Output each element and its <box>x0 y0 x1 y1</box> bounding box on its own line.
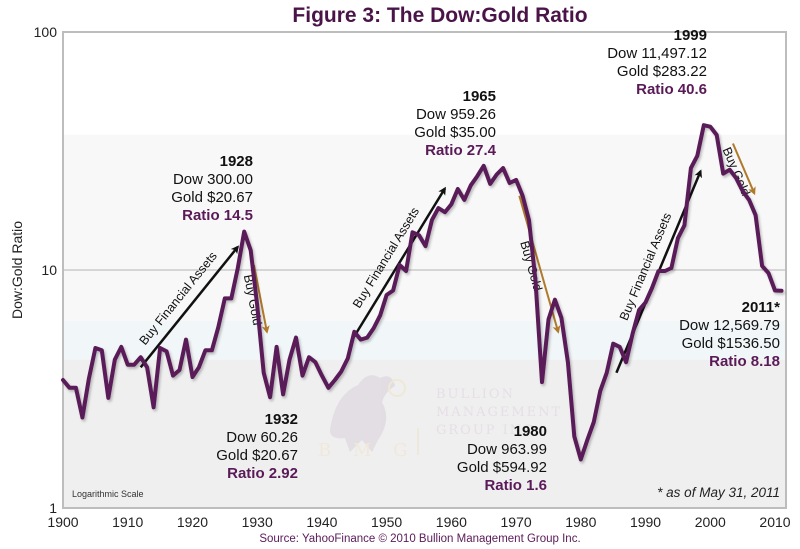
x-tick-label: 1950 <box>371 514 402 530</box>
x-tick-label: 1970 <box>501 514 532 530</box>
annotation-gold: Gold $594.92 <box>457 459 547 476</box>
annotation-gold: Gold $1536.50 <box>682 335 780 352</box>
annotation-dow: Dow 300.00 <box>173 171 253 188</box>
annotation-ratio: Ratio 27.4 <box>425 142 497 159</box>
background-bands <box>63 32 786 508</box>
annotation-gold: Gold $283.22 <box>617 63 707 80</box>
x-axis-ticks: 1900 1910 1920 1930 1940 1950 1960 1970 1980 1990… <box>47 514 790 530</box>
y-axis-ticks: 1 10 100 <box>34 24 58 516</box>
annotation-gold: Gold $20.67 <box>216 447 298 464</box>
annotation-dow: Dow 11,497.12 <box>607 45 707 62</box>
source-note: Source: YahooFinance © 2010 Bullion Mana… <box>259 533 580 545</box>
annotation-ratio: Ratio 8.18 <box>709 353 780 370</box>
annotation-gold: Gold $20.67 <box>171 189 253 206</box>
buy-financial-assets-arrow <box>139 245 240 369</box>
x-tick-label: 1990 <box>630 514 661 530</box>
buy-gold-arrow <box>732 143 756 196</box>
annotation-ratio: Ratio 2.92 <box>227 465 298 482</box>
griffin-logo-icon <box>330 375 406 452</box>
annotation-ratio: Ratio 40.6 <box>636 81 707 98</box>
annotation-year: 1965 <box>463 88 496 105</box>
x-tick-label: 1900 <box>47 514 78 530</box>
annotation-dow: Dow 959.26 <box>416 106 496 123</box>
x-tick-label: 1940 <box>306 514 337 530</box>
y-tick-label: 10 <box>41 262 57 278</box>
plot-area-frame <box>62 31 787 509</box>
annotation-gold: Gold $35.00 <box>414 124 496 141</box>
x-tick-label: 1980 <box>565 514 596 530</box>
x-tick-label: 1930 <box>242 514 273 530</box>
bmg-watermark: BULLION MANAGEMENT GROUP INC. B M G <box>318 375 562 461</box>
buy-gold-arrow <box>252 264 270 334</box>
annotation-dow: Dow 963.99 <box>467 441 547 458</box>
background-band <box>63 321 786 360</box>
annotation-ratio: Ratio 1.6 <box>484 477 547 494</box>
footnote: * as of May 31, 2011 <box>657 485 780 500</box>
log-scale-note: Logarithmic Scale <box>72 489 144 499</box>
x-tick-label: 1910 <box>112 514 143 530</box>
x-tick-label: 2000 <box>695 514 726 530</box>
x-tick-label: 2010 <box>759 514 790 530</box>
annotation-year: 1999 <box>674 27 707 44</box>
background-band <box>63 359 786 508</box>
y-axis-label: Dow:Gold Ratio <box>9 221 25 319</box>
annotation-ratio: Ratio 14.5 <box>182 207 253 224</box>
annotation-dow: Dow 12,569.79 <box>679 317 780 334</box>
series-line-dow-gold-ratio <box>61 123 784 462</box>
watermark-line-2: MANAGEMENT <box>436 405 562 420</box>
y-tick-label: 1 <box>49 500 57 516</box>
annotation-year: 1932 <box>265 411 298 428</box>
background-band <box>63 32 786 135</box>
annotation-dow: Dow 60.26 <box>226 429 298 446</box>
annotation-year: 1980 <box>514 423 547 440</box>
annotation-year: 2011* <box>742 299 781 316</box>
x-tick-label: 1960 <box>436 514 467 530</box>
watermark-initials: B M G <box>318 440 415 461</box>
annotation-year: 1928 <box>220 153 253 170</box>
background-band <box>63 134 786 322</box>
watermark-line-1: BULLION <box>436 387 515 402</box>
y-tick-label: 100 <box>34 24 58 40</box>
x-tick-label: 1920 <box>177 514 208 530</box>
watermark-line-3: GROUP INC. <box>436 423 541 438</box>
chart-title: Figure 3: The Dow:Gold Ratio <box>292 4 587 27</box>
